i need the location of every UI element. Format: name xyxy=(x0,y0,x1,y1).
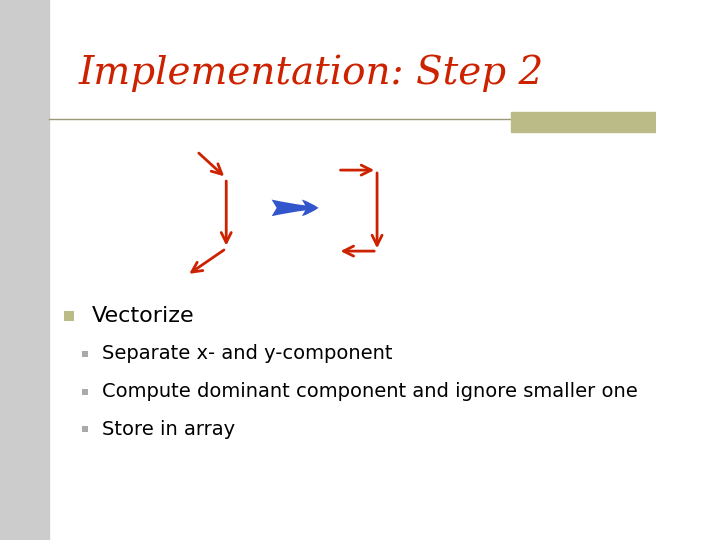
Text: Store in array: Store in array xyxy=(102,420,235,439)
Text: Implementation: Step 2: Implementation: Step 2 xyxy=(78,54,544,91)
Bar xyxy=(0,0,49,540)
Text: Compute dominant component and ignore smaller one: Compute dominant component and ignore sm… xyxy=(102,382,637,401)
Bar xyxy=(511,112,656,132)
Text: Vectorize: Vectorize xyxy=(92,306,194,326)
Text: Separate x- and y-component: Separate x- and y-component xyxy=(102,344,392,363)
